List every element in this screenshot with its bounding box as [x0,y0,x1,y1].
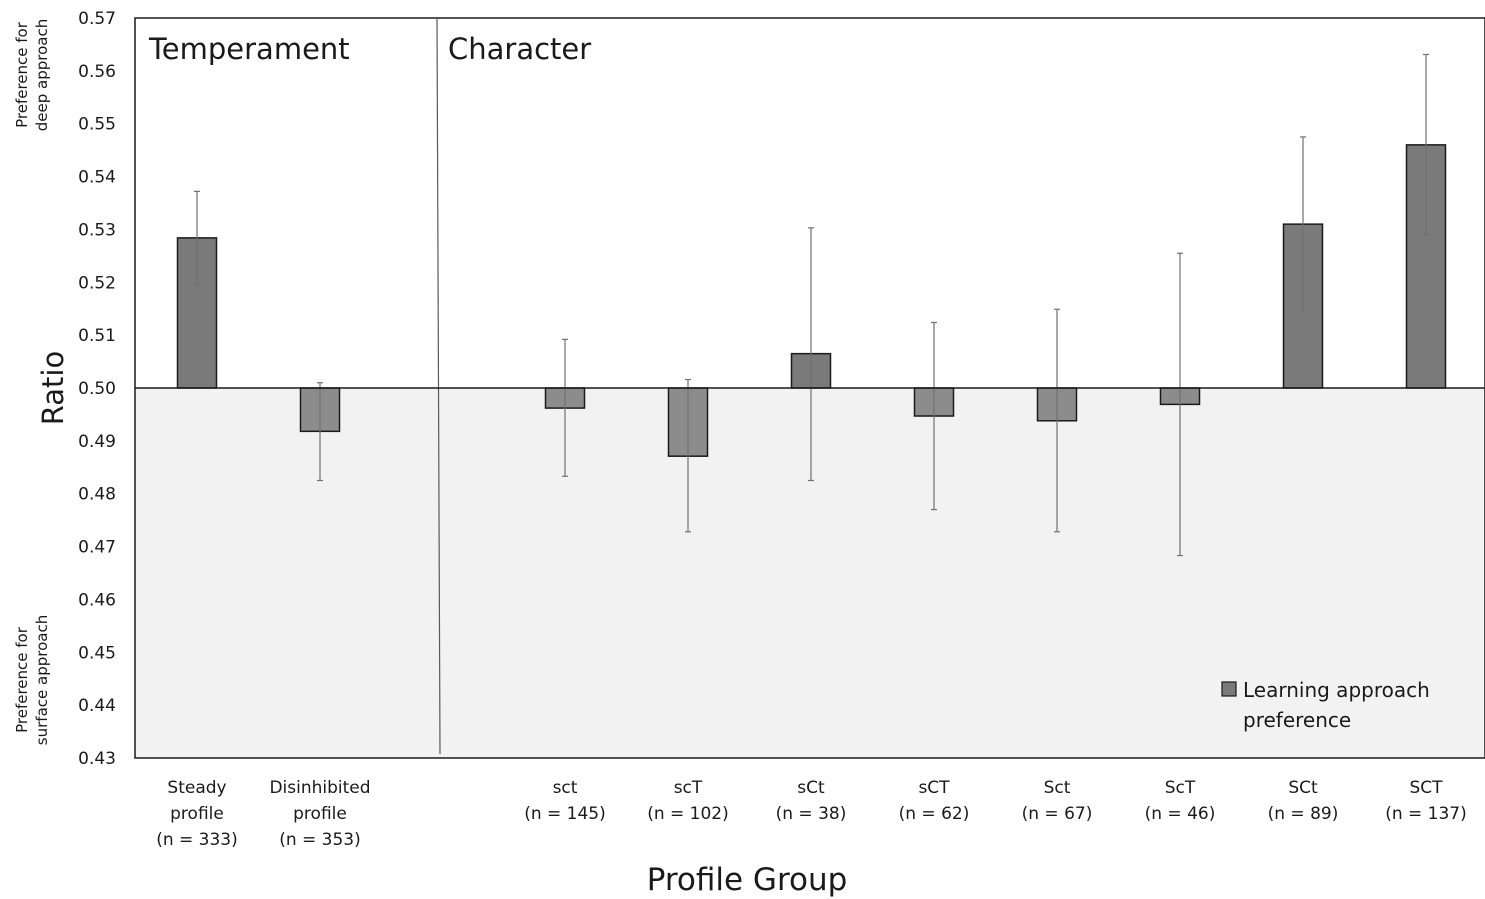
panel-title-temperament: Temperament [148,32,350,66]
category-label: Steady [167,778,226,798]
legend-label-line-2: preference [1243,708,1351,732]
panel-divider [436,17,441,755]
y-tick-label: 0.52 [78,273,116,293]
category-label: scT [674,778,703,798]
category-label: ScT [1165,778,1196,798]
y-tick-label: 0.44 [78,696,116,716]
category-label: (n = 145) [524,804,606,824]
error-bar [194,190,200,285]
category-label: (n = 89) [1268,804,1339,824]
category-label: sCT [918,778,950,798]
category-label: SCt [1288,778,1318,798]
y-tick-label: 0.49 [78,432,116,452]
y-tick-label: 0.43 [78,749,116,769]
y-tick-label: 0.51 [78,326,116,346]
legend-label-line-1: Learning approach [1243,678,1430,702]
legend: Learning approach preference [1221,678,1430,732]
y-tick-label: 0.47 [78,538,116,558]
error-bar [931,321,937,511]
category-label: Disinhibited [269,778,370,798]
error-bar [1423,53,1429,236]
y-tick-label: 0.55 [78,115,116,135]
y-tick-label: 0.53 [78,220,116,240]
category-label: sCt [797,778,825,798]
error-bar [562,338,568,477]
error-bar [1300,136,1306,311]
y-tick-label: 0.45 [78,643,116,663]
category-labels: Steady profile (n = 333) Disinhibited profil… [156,778,1467,850]
y-tick-label: 0.46 [78,590,116,610]
surface-approach-line-2: surface approach [33,615,51,745]
category-label: (n = 67) [1022,804,1093,824]
y-tick-label: 0.50 [78,379,116,399]
error-bar [685,378,691,533]
legend-swatch [1221,681,1237,697]
y-axis-title: Ratio [36,351,70,425]
panel-title-character: Character [448,32,591,66]
deep-approach-line-1: Preference for [13,21,31,128]
error-bar [317,382,323,482]
y-axis-ticks: 0.43 0.44 0.45 0.46 0.47 0.48 0.49 0.50 0.51 0.52… [78,9,116,769]
category-label: (n = 353) [279,830,361,850]
surface-approach-line-1: Preference for [13,626,31,733]
x-axis-title: Profile Group [647,862,848,898]
category-label: profile [293,804,347,824]
error-bar [1054,308,1060,533]
category-label: (n = 38) [776,804,847,824]
category-label: sct [553,778,578,798]
category-label: (n = 333) [156,830,238,850]
y-tick-label: 0.57 [78,9,116,29]
category-label: (n = 46) [1145,804,1216,824]
error-bar [808,227,814,482]
deep-approach-line-2: deep approach [33,19,51,131]
category-label: (n = 102) [647,804,729,824]
error-bars-group [194,53,1429,557]
category-label: SCT [1409,778,1443,798]
error-bar [1177,252,1183,557]
category-label: Sct [1044,778,1071,798]
category-label: (n = 62) [899,804,970,824]
y-tick-label: 0.56 [78,62,116,82]
category-label: profile [170,804,224,824]
category-label: (n = 137) [1385,804,1467,824]
y-tick-label: 0.48 [78,485,116,505]
deep-approach-annotation: Preference for deep approach [13,19,51,131]
surface-preference-region [135,388,1485,758]
y-tick-label: 0.54 [78,168,116,188]
surface-approach-annotation: Preference for surface approach [13,615,51,745]
